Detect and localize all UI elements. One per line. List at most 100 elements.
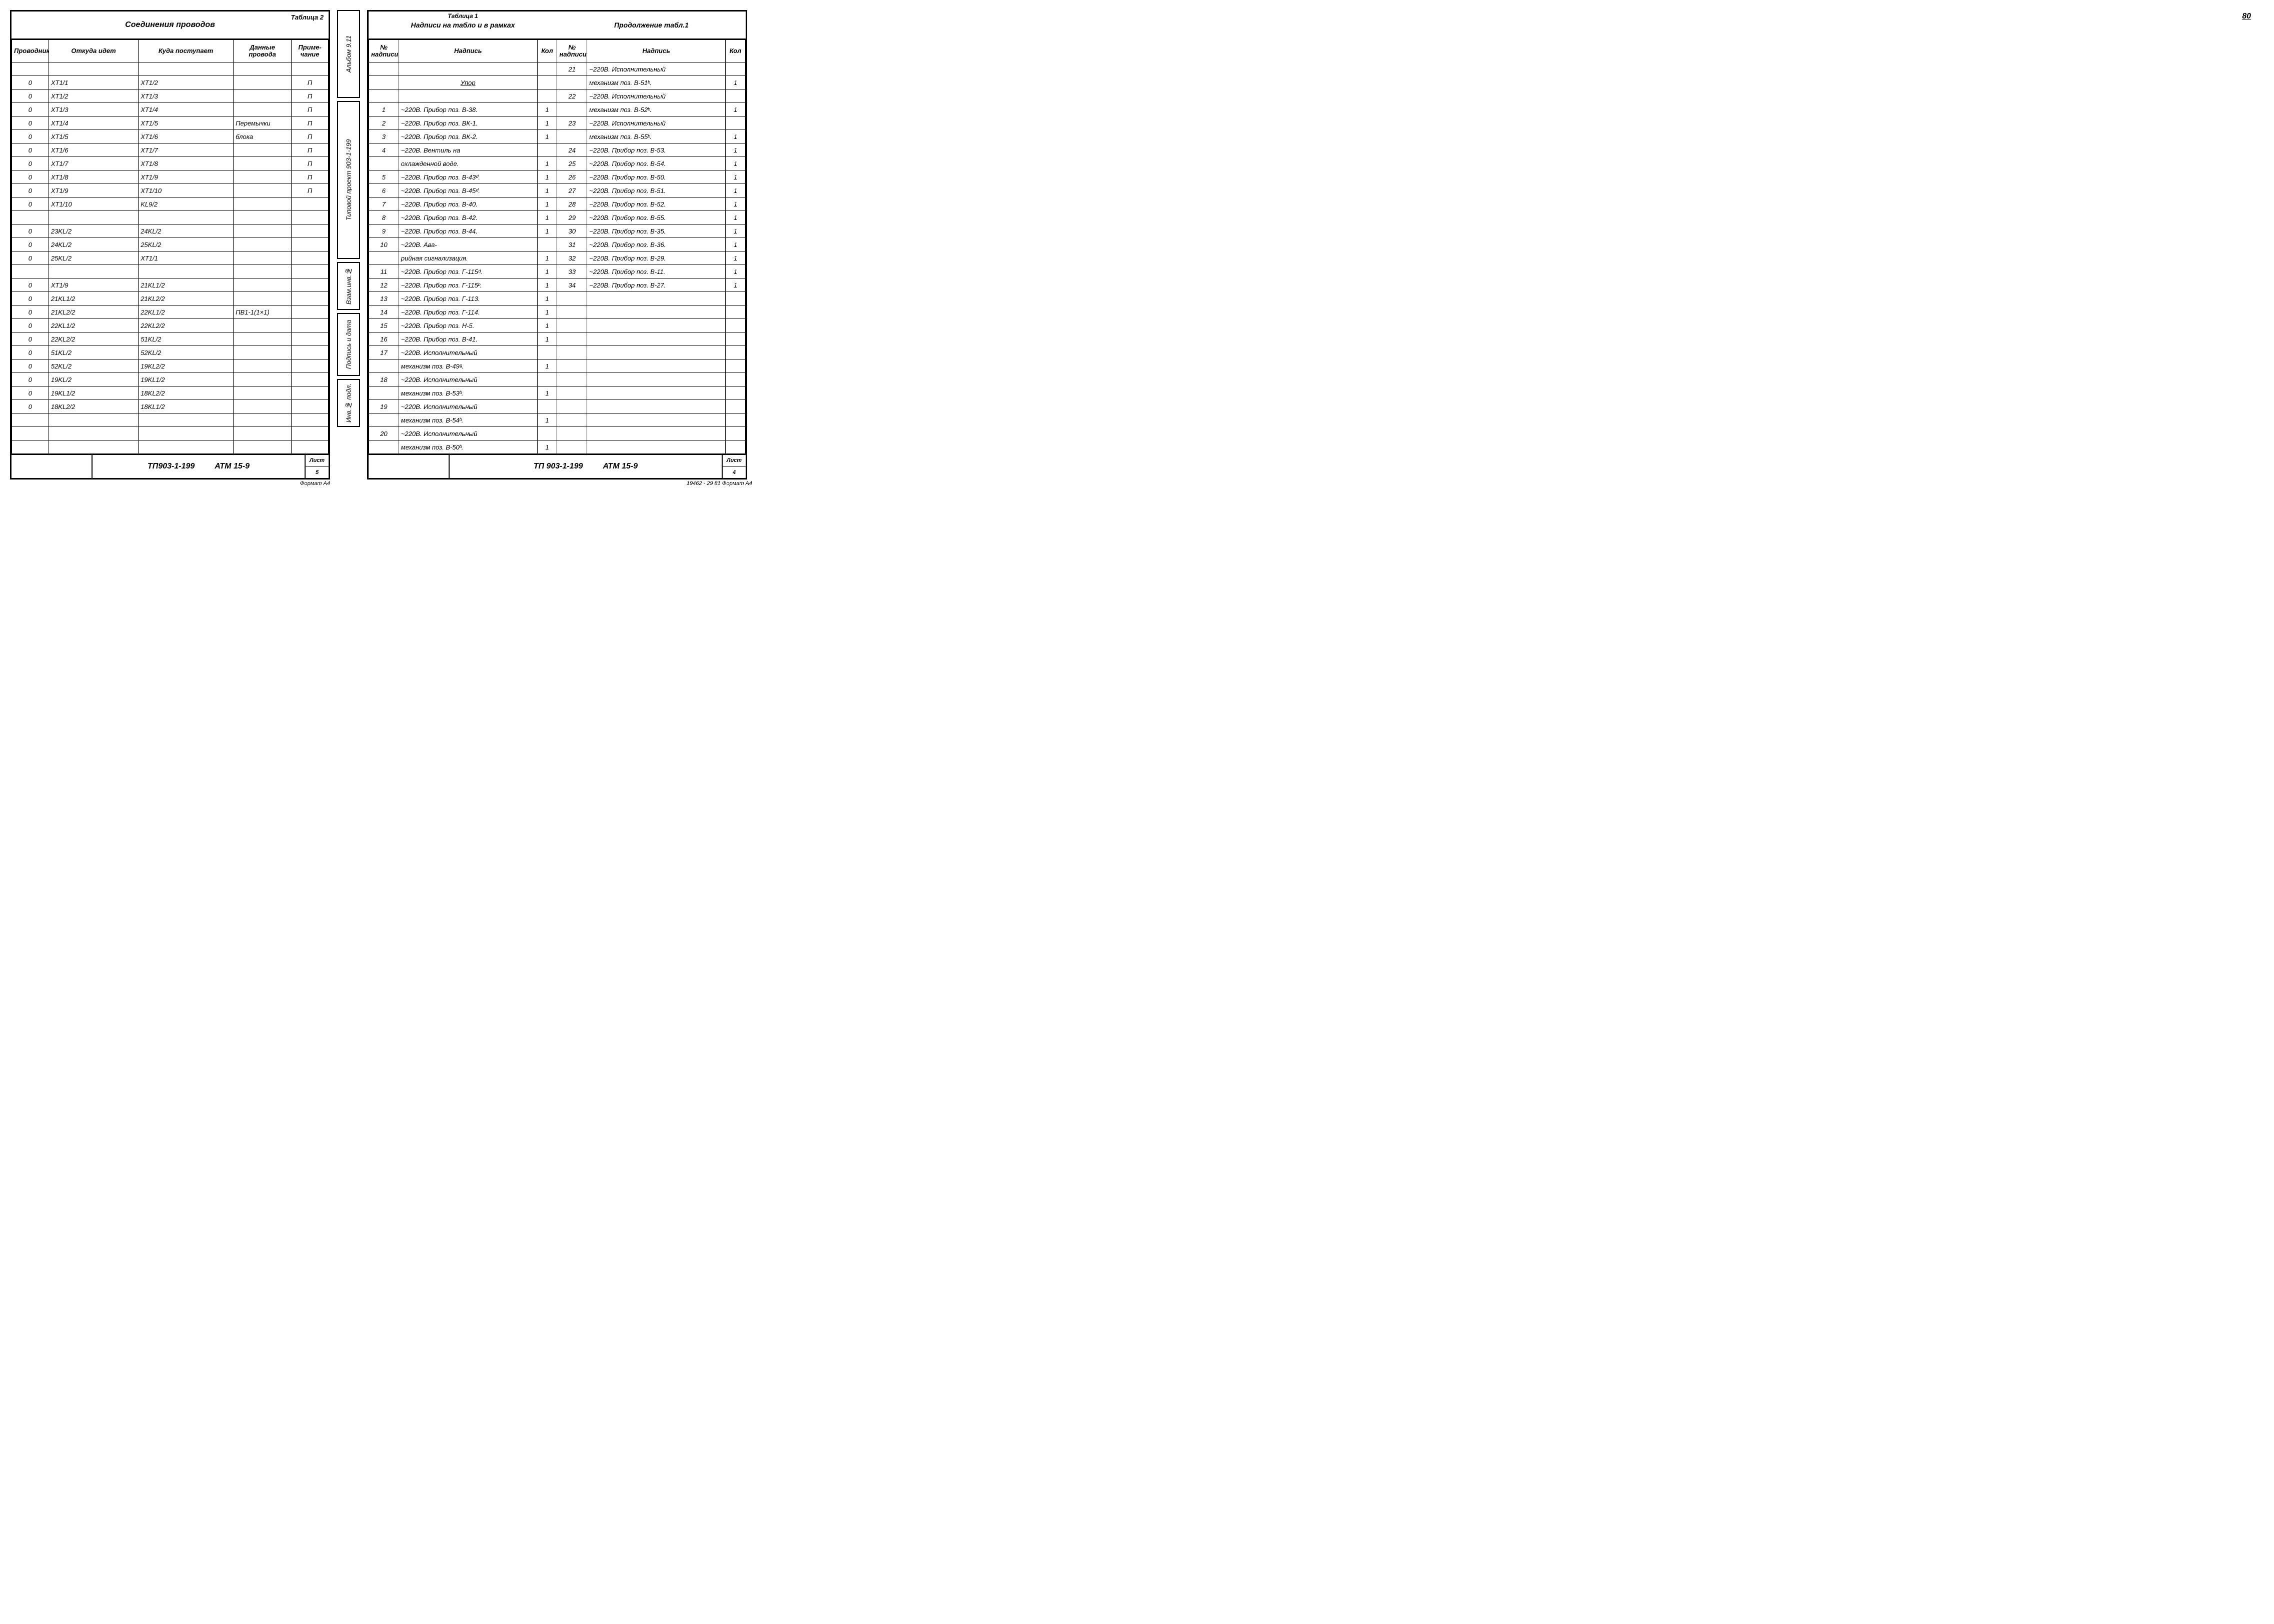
table-cell: 0: [12, 90, 49, 103]
table-row: 0XT1/1XT1/2П: [12, 76, 329, 90]
table-cell: [292, 278, 329, 292]
page-number: 80: [2242, 12, 2251, 21]
column-header: Проводник: [12, 40, 49, 62]
table-cell: [557, 319, 587, 332]
table-cell: 24KL/2: [49, 238, 138, 252]
table-row: 018KL2/218KL1/2: [12, 400, 329, 414]
table-cell: [49, 211, 138, 224]
table-cell: 30: [557, 224, 587, 238]
table-cell: [587, 440, 726, 454]
table-cell: [234, 440, 292, 454]
table-cell: ~220В. Прибор поз. В-41.: [399, 332, 537, 346]
table-cell: [726, 116, 746, 130]
table-cell: [49, 427, 138, 440]
table-cell: ~220В. Прибор поз. ВК-1.: [399, 116, 537, 130]
table-row: 0XT1/3XT1/4П: [12, 103, 329, 116]
table-cell: [369, 386, 399, 400]
table-cell: 29: [557, 211, 587, 224]
table-cell: [234, 144, 292, 157]
table-cell: 1: [537, 306, 557, 319]
table-cell: 24: [557, 144, 587, 157]
table-cell: [234, 76, 292, 90]
table-row: 0XT1/2XT1/3П: [12, 90, 329, 103]
table-row: [12, 62, 329, 76]
table-row: механизм поз. В-54ᵇ.1: [369, 414, 746, 427]
table-cell: 24KL/2: [139, 224, 234, 238]
table-cell: 0: [12, 332, 49, 346]
table-cell: 1: [537, 184, 557, 198]
spine-box: Подпись и дата: [337, 313, 360, 376]
left-footer-code-b: АТМ 15-9: [215, 462, 250, 471]
table-row: 3~220В. Прибор поз. ВК-2.1механизм поз. …: [369, 130, 746, 144]
table-cell: KL9/2: [139, 198, 234, 211]
table-cell: [587, 400, 726, 414]
table-cell: 34: [557, 278, 587, 292]
right-panel: Таблица 1 Надписи на табло и в рамках Пр…: [367, 10, 747, 480]
table-cell: [369, 252, 399, 265]
table-cell: [292, 265, 329, 278]
table-cell: 1: [726, 252, 746, 265]
table-cell: 22: [557, 90, 587, 103]
table-row: механизм поз. В-53ᵇ.1: [369, 386, 746, 400]
table-cell: [726, 306, 746, 319]
table-cell: [49, 414, 138, 427]
table-cell: охлажденной воде.: [399, 157, 537, 170]
right-title2: Продолжение табл.1: [614, 21, 689, 29]
table-cell: [537, 400, 557, 414]
table-cell: 33: [557, 265, 587, 278]
table-cell: [726, 319, 746, 332]
table-row: 0XT1/7XT1/8П: [12, 157, 329, 170]
table-row: 10~220В. Ава-31~220В. Прибор поз. В-36.1: [369, 238, 746, 252]
table-row: механизм поз. В-50ᵇ.1: [369, 440, 746, 454]
table-cell: 21KL2/2: [139, 292, 234, 306]
table-cell: [292, 414, 329, 427]
table-cell: [139, 414, 234, 427]
table-cell: ~220В. Прибор поз. В-35.: [587, 224, 726, 238]
table-cell: XT1/7: [139, 144, 234, 157]
table-cell: 10: [369, 238, 399, 252]
table-cell: 31: [557, 238, 587, 252]
table-cell: 18KL1/2: [139, 400, 234, 414]
table-row: 19~220В. Исполнительный: [369, 400, 746, 414]
table-cell: 52KL/2: [49, 360, 138, 373]
table-cell: 21KL2/2: [49, 306, 138, 319]
left-sheet-label: Лист: [306, 455, 329, 467]
table-cell: 22KL2/2: [49, 332, 138, 346]
table-cell: ~220В. Прибор поз. В-45ᵈ.: [399, 184, 537, 198]
right-footer-code-b: АТМ 15-9: [603, 462, 638, 471]
table-row: 6~220В. Прибор поз. В-45ᵈ.127~220В. Приб…: [369, 184, 746, 198]
table-cell: [557, 76, 587, 90]
table-cell: [587, 292, 726, 306]
table-cell: 1: [537, 360, 557, 373]
spine-box: Типовой проект 903-1-199: [337, 101, 360, 259]
table-cell: [234, 400, 292, 414]
table-cell: [587, 346, 726, 360]
table-cell: [557, 440, 587, 454]
table-row: 5~220В. Прибор поз. В-43ᵈ.126~220В. Приб…: [369, 170, 746, 184]
table-row: 021KL1/221KL2/2: [12, 292, 329, 306]
table-cell: 1: [726, 278, 746, 292]
table-cell: ~220В. Исполнительный: [587, 116, 726, 130]
table-cell: XT1/4: [49, 116, 138, 130]
table-cell: [557, 427, 587, 440]
table-cell: 1: [369, 103, 399, 116]
table-cell: [369, 440, 399, 454]
table-cell: механизм поз. В-50ᵇ.: [399, 440, 537, 454]
table-cell: [557, 360, 587, 373]
table-cell: 1: [537, 386, 557, 400]
table-cell: 1: [537, 440, 557, 454]
table-cell: ~220В. Прибор поз. Г-115ᵇ.: [399, 278, 537, 292]
table-cell: [537, 144, 557, 157]
table-cell: механизм поз. В-55ᵇ.: [587, 130, 726, 144]
table-cell: [234, 170, 292, 184]
table-cell: ~220В. Прибор поз. ВК-2.: [399, 130, 537, 144]
table-cell: [49, 440, 138, 454]
table-cell: 51KL/2: [139, 332, 234, 346]
table-cell: [234, 386, 292, 400]
table-cell: ~220В. Исполнительный: [587, 90, 726, 103]
column-header: Данные провода: [234, 40, 292, 62]
table-row: 019KL/219KL1/2: [12, 373, 329, 386]
table-cell: 26: [557, 170, 587, 184]
table-cell: 0: [12, 198, 49, 211]
table-cell: 20: [369, 427, 399, 440]
